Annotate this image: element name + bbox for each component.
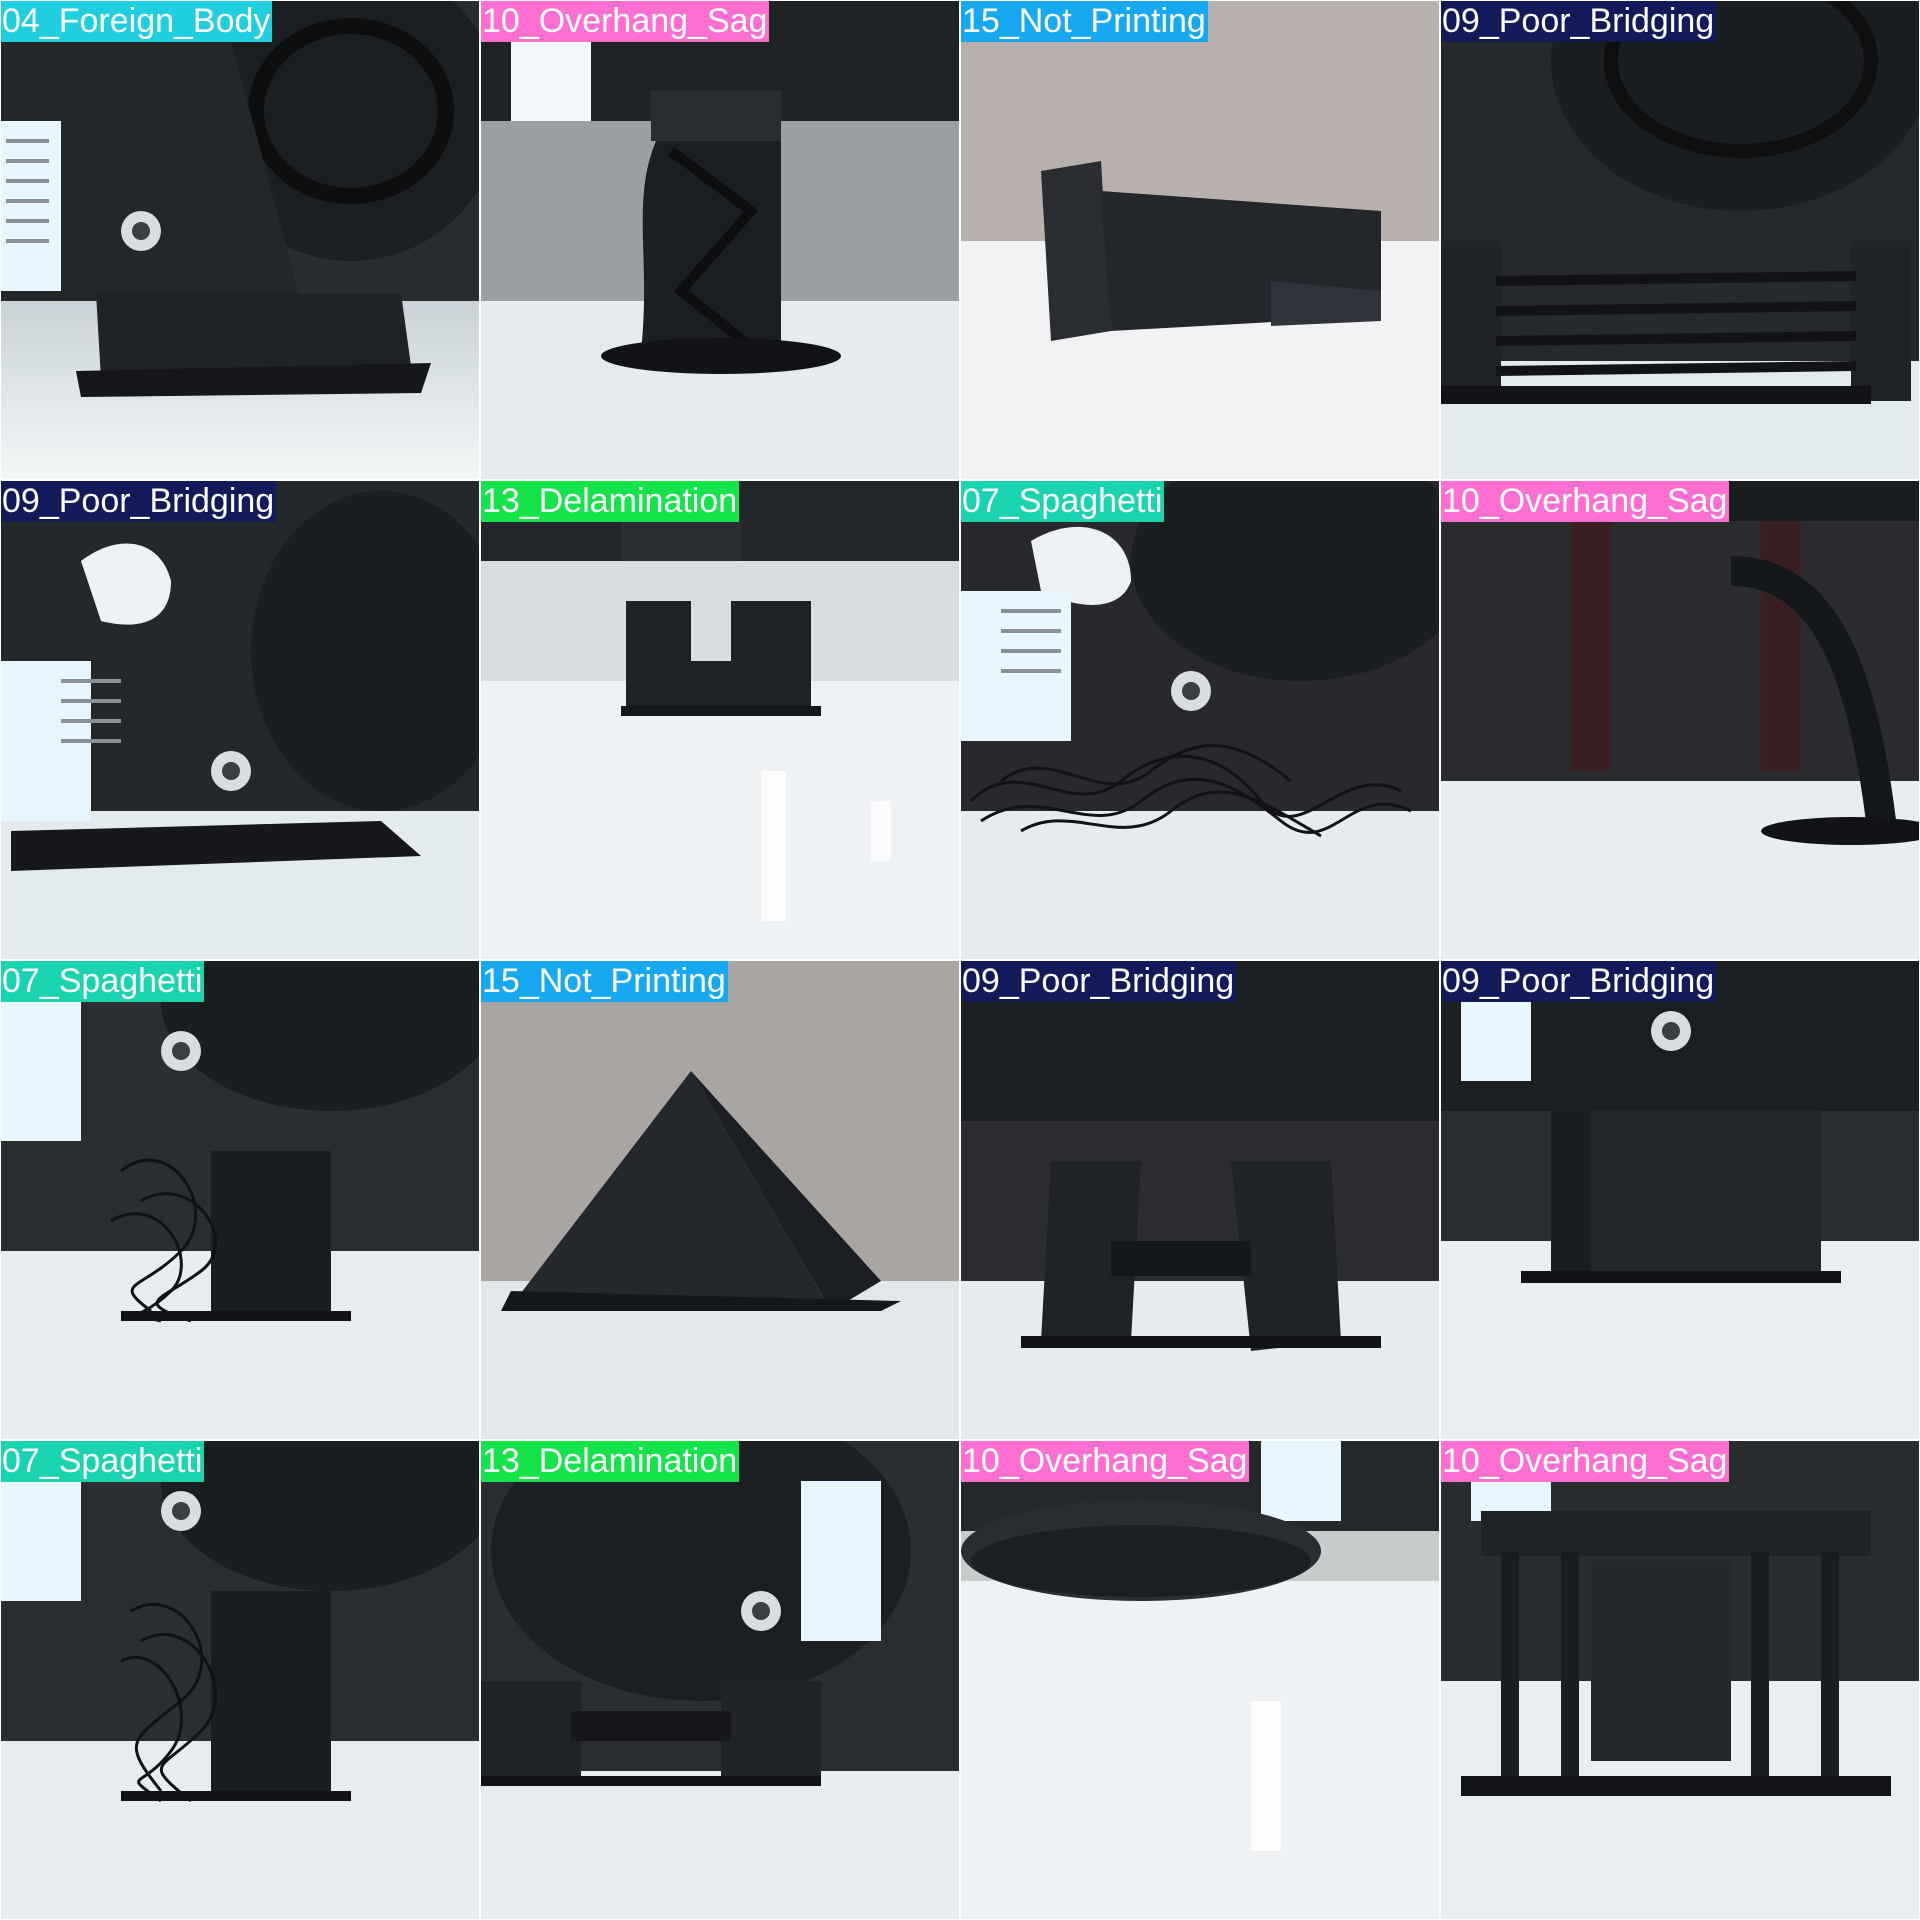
photo-tile-14: 13_Delamination xyxy=(481,1441,959,1919)
class-label: 10_Overhang_Sag xyxy=(1441,1441,1730,1482)
class-label: 09_Poor_Bridging xyxy=(1,481,277,522)
class-label: 07_Spaghetti xyxy=(961,481,1165,522)
class-label: 13_Delamination xyxy=(481,1441,740,1482)
photo-tile-16: 10_Overhang_Sag xyxy=(1441,1441,1919,1919)
printer-photo-3 xyxy=(961,1,1439,479)
class-label: 07_Spaghetti xyxy=(1,961,205,1002)
printer-photo-16 xyxy=(1441,1441,1919,1919)
printer-photo-15 xyxy=(961,1441,1439,1919)
photo-tile-11: 09_Poor_Bridging xyxy=(961,961,1439,1439)
printer-photo-8 xyxy=(1441,481,1919,959)
printer-photo-13 xyxy=(1,1441,479,1919)
printer-photo-7 xyxy=(961,481,1439,959)
class-label: 15_Not_Printing xyxy=(961,1,1208,42)
photo-tile-2: 10_Overhang_Sag xyxy=(481,1,959,479)
photo-tile-1: 04_Foreign_Body xyxy=(1,1,479,479)
class-label: 09_Poor_Bridging xyxy=(1441,961,1717,1002)
printer-photo-5 xyxy=(1,481,479,959)
class-label: 04_Foreign_Body xyxy=(1,1,273,42)
photo-tile-7: 07_Spaghetti xyxy=(961,481,1439,959)
class-label: 09_Poor_Bridging xyxy=(961,961,1237,1002)
class-label: 15_Not_Printing xyxy=(481,961,728,1002)
photo-tile-6: 13_Delamination xyxy=(481,481,959,959)
class-label: 10_Overhang_Sag xyxy=(961,1441,1250,1482)
printer-photo-1 xyxy=(1,1,479,479)
printer-photo-9 xyxy=(1,961,479,1439)
class-label: 10_Overhang_Sag xyxy=(1441,481,1730,522)
class-label: 07_Spaghetti xyxy=(1,1441,205,1482)
printer-photo-6 xyxy=(481,481,959,959)
printer-photo-2 xyxy=(481,1,959,479)
class-label: 09_Poor_Bridging xyxy=(1441,1,1717,42)
photo-tile-4: 09_Poor_Bridging xyxy=(1441,1,1919,479)
class-label: 10_Overhang_Sag xyxy=(481,1,770,42)
class-label: 13_Delamination xyxy=(481,481,740,522)
photo-tile-10: 15_Not_Printing xyxy=(481,961,959,1439)
printer-photo-14 xyxy=(481,1441,959,1919)
photo-tile-13: 07_Spaghetti xyxy=(1,1441,479,1919)
printer-photo-4 xyxy=(1441,1,1919,479)
printer-photo-11 xyxy=(961,961,1439,1439)
photo-tile-8: 10_Overhang_Sag xyxy=(1441,481,1919,959)
photo-tile-3: 15_Not_Printing xyxy=(961,1,1439,479)
printer-photo-10 xyxy=(481,961,959,1439)
photo-tile-12: 09_Poor_Bridging xyxy=(1441,961,1919,1439)
photo-tile-9: 07_Spaghetti xyxy=(1,961,479,1439)
photo-tile-5: 09_Poor_Bridging xyxy=(1,481,479,959)
printer-photo-12 xyxy=(1441,961,1919,1439)
photo-tile-15: 10_Overhang_Sag xyxy=(961,1441,1439,1919)
